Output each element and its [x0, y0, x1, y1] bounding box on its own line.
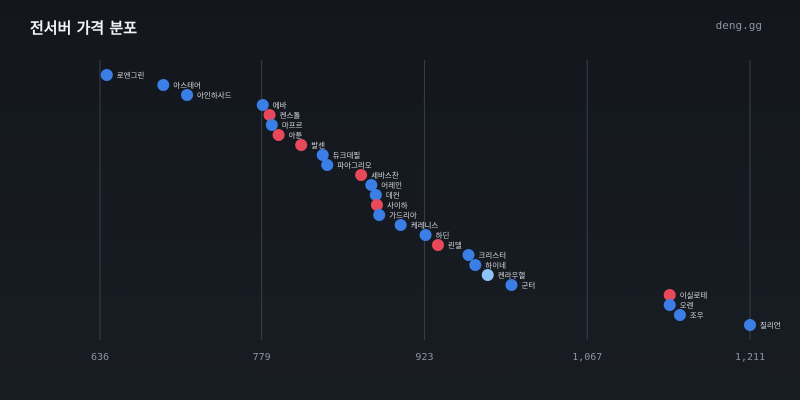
grid-layer — [99, 60, 751, 340]
point-label: 군터 — [521, 281, 535, 290]
point-label: 가드리아 — [389, 210, 417, 220]
data-point[interactable] — [355, 169, 368, 181]
chart-title: 전서버 가격 분포 — [30, 19, 138, 37]
data-point[interactable] — [481, 269, 494, 281]
x-tick-label: 1,211 — [735, 352, 765, 363]
point-label: 파아그리오 — [337, 160, 372, 170]
point-layer: 로엔그린아스테어아인하사드에바켄스톨마프르아툰발센듀크데필파아그리오세바스찬어레… — [100, 69, 781, 331]
x-tick-label: 636 — [91, 352, 109, 363]
point-label: 마프르 — [282, 121, 303, 130]
data-point[interactable] — [394, 219, 407, 231]
point-label: 어레인 — [381, 180, 402, 190]
tick-layer: 636 779 923 1,067 1,211 — [91, 352, 765, 363]
data-point[interactable] — [157, 79, 170, 91]
data-point[interactable] — [462, 249, 475, 261]
point-label: 데컨 — [386, 190, 400, 200]
data-point[interactable] — [321, 159, 334, 171]
point-label: 아툰 — [289, 130, 303, 140]
data-point[interactable] — [505, 279, 518, 291]
data-point[interactable] — [432, 239, 444, 251]
data-point[interactable] — [265, 119, 278, 131]
data-point[interactable] — [370, 199, 383, 211]
point-label: 에바 — [273, 100, 287, 110]
point-label: 하딘 — [436, 230, 450, 240]
point-label: 세바스찬 — [371, 170, 399, 180]
source-label: deng.gg — [715, 19, 762, 32]
data-point[interactable] — [365, 179, 378, 191]
point-label: 질리언 — [760, 320, 781, 330]
data-point[interactable] — [744, 319, 756, 331]
data-point[interactable] — [272, 129, 285, 141]
point-label: 아스테어 — [173, 80, 201, 90]
point-label: 켄라우헬 — [498, 270, 526, 280]
point-label: 사이하 — [387, 200, 408, 210]
data-point[interactable] — [373, 209, 386, 221]
x-tick-label: 1,067 — [572, 352, 602, 363]
data-point[interactable] — [256, 99, 269, 111]
point-label: 켄스톨 — [280, 110, 301, 120]
data-point[interactable] — [673, 309, 686, 321]
point-label: 아인하사드 — [197, 90, 232, 100]
data-point[interactable] — [469, 259, 482, 271]
data-point[interactable] — [419, 229, 432, 241]
point-label: 오렌 — [680, 300, 694, 310]
point-label: 발센 — [311, 140, 325, 150]
data-point[interactable] — [181, 89, 194, 101]
data-point[interactable] — [663, 299, 676, 311]
point-label: 듀크데필 — [333, 150, 361, 160]
point-label: 하이네 — [485, 260, 506, 270]
x-tick-label: 779 — [253, 352, 271, 363]
point-label: 로엔그린 — [117, 70, 145, 80]
data-point[interactable] — [369, 189, 382, 201]
data-point[interactable] — [295, 139, 308, 151]
point-label: 린델 — [448, 240, 462, 250]
point-label: 크리스터 — [479, 251, 507, 260]
data-point[interactable] — [100, 69, 113, 81]
x-tick-label: 923 — [415, 352, 433, 363]
point-label: 이실로테 — [680, 290, 708, 300]
point-label: 케레니스 — [411, 221, 439, 230]
point-label: 조우 — [690, 311, 704, 320]
data-point[interactable] — [663, 289, 676, 301]
data-point[interactable] — [263, 109, 276, 121]
data-point[interactable] — [316, 149, 329, 161]
